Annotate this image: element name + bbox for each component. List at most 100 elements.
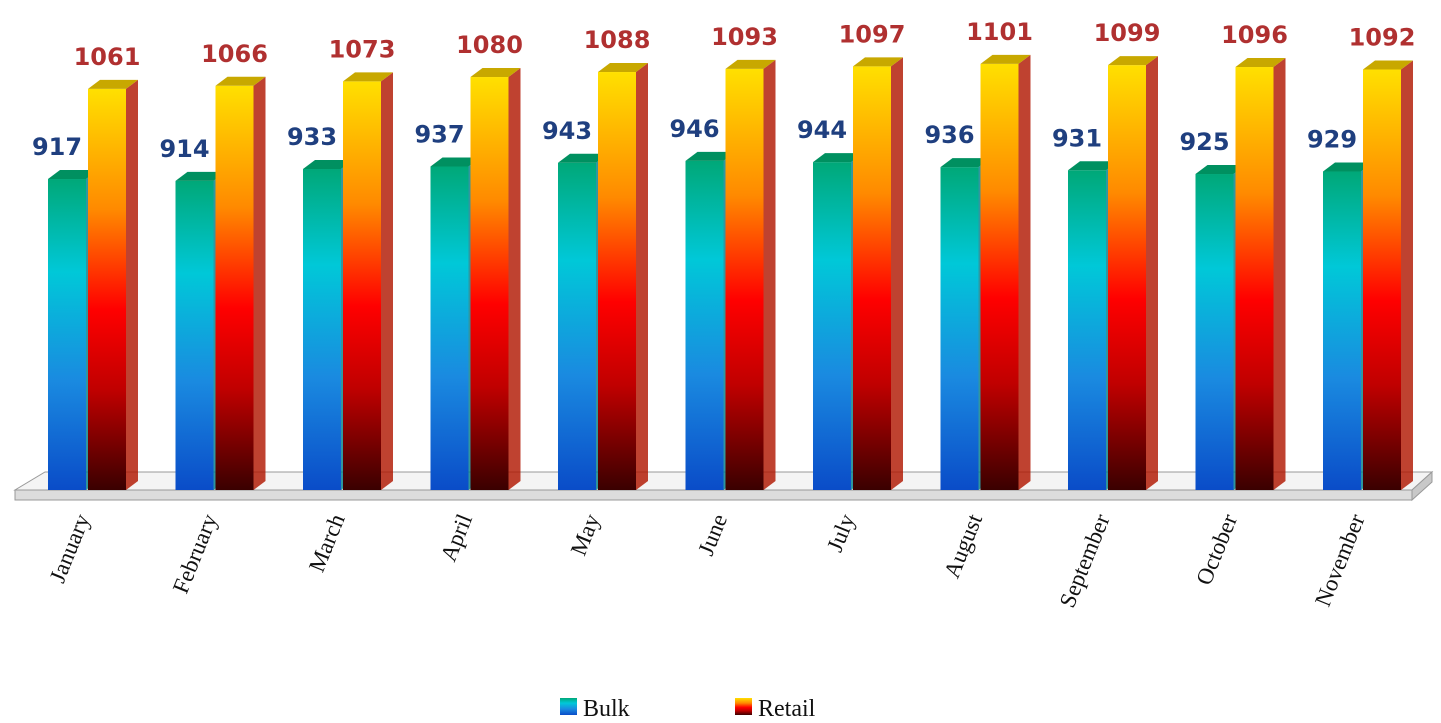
bar-top	[980, 54, 1031, 64]
value-label: 1061	[74, 43, 141, 71]
bar	[343, 81, 381, 490]
x-tick-label: November	[1310, 510, 1370, 610]
value-label: 917	[32, 133, 82, 161]
bar-side	[1146, 56, 1158, 490]
value-label: 936	[924, 121, 974, 149]
bar-top	[1363, 60, 1413, 70]
x-tick-label: February	[168, 510, 222, 597]
bar-side	[508, 68, 521, 491]
bar-side-shade	[891, 57, 903, 491]
bar-side-shade	[126, 79, 138, 490]
bar-top	[1195, 165, 1246, 175]
bar-side	[253, 76, 266, 490]
bar	[980, 63, 1019, 490]
x-tick-label: October	[1191, 510, 1242, 588]
x-tick-label: July	[822, 510, 860, 555]
value-label: 933	[287, 123, 337, 151]
bar-top	[88, 79, 138, 89]
x-tick-label: May	[566, 510, 605, 559]
value-label: 937	[414, 121, 464, 149]
bar-top	[48, 170, 98, 180]
bar-side-shade	[1273, 58, 1286, 490]
legend-label: Bulk	[583, 696, 630, 722]
bar-side-shade	[1401, 60, 1413, 491]
value-label: 929	[1307, 126, 1357, 154]
bar-side-shade	[1018, 54, 1031, 490]
bar	[853, 66, 891, 491]
bar	[1195, 174, 1234, 490]
value-label: 946	[669, 115, 719, 143]
bar-top	[685, 151, 736, 161]
value-label: 914	[159, 135, 209, 163]
value-label: 943	[542, 117, 592, 145]
x-tick-label: March	[304, 510, 350, 575]
bar	[685, 160, 724, 491]
bar	[48, 179, 86, 490]
value-label: 1099	[1094, 19, 1161, 47]
value-label: 944	[797, 116, 847, 144]
x-tick-label: August	[939, 510, 987, 582]
bar-top	[725, 59, 776, 69]
bar	[813, 162, 851, 490]
value-label: 1096	[1221, 21, 1288, 49]
bar-side	[381, 72, 393, 490]
bar-top	[470, 68, 521, 78]
bar-side	[1401, 60, 1413, 491]
bar	[598, 72, 636, 490]
legend-swatch	[560, 698, 577, 715]
bar-side-shade	[636, 63, 648, 490]
bar-top	[430, 157, 481, 167]
bar-side-shade	[381, 72, 393, 490]
value-label: 1093	[711, 23, 778, 51]
value-label: 1097	[839, 20, 906, 48]
bar-side-shade	[763, 59, 776, 490]
bar-top	[853, 57, 903, 67]
floor-side	[1411, 470, 1433, 502]
value-label: 1092	[1349, 24, 1416, 52]
bar-side	[891, 57, 903, 491]
bar-side-shade	[1146, 56, 1158, 490]
bar-top	[1108, 56, 1158, 66]
bar-top	[1323, 162, 1373, 172]
bar-side	[126, 79, 138, 490]
bar	[940, 167, 979, 491]
bar-top	[940, 158, 991, 168]
x-tick-label: January	[45, 510, 95, 586]
bar	[1323, 171, 1361, 491]
bar	[175, 180, 214, 490]
bar-side	[1273, 58, 1286, 490]
floor-front	[14, 489, 1413, 501]
value-label: 931	[1052, 124, 1102, 152]
value-label: 1080	[456, 31, 523, 59]
bar-top	[343, 72, 393, 82]
bar-side	[636, 63, 648, 490]
bar-top	[1068, 161, 1118, 171]
value-label: 1066	[201, 40, 268, 68]
bar	[1068, 170, 1106, 490]
legend-label: Retail	[758, 696, 816, 722]
bar-top	[215, 76, 266, 86]
bar	[215, 85, 254, 490]
bar	[558, 162, 596, 490]
x-tick-label: September	[1055, 510, 1115, 611]
x-tick-label: June	[693, 511, 732, 559]
bar	[1363, 69, 1401, 491]
bar-top	[303, 160, 353, 170]
bar-side-shade	[253, 76, 266, 490]
legend-swatch	[735, 698, 752, 715]
bar	[430, 166, 469, 490]
bar-top	[175, 171, 226, 181]
value-label: 1101	[966, 18, 1033, 46]
bar	[88, 88, 126, 490]
value-label: 1088	[584, 26, 651, 54]
bar-side	[1018, 54, 1031, 490]
bar	[1108, 65, 1146, 490]
value-label: 1073	[329, 35, 396, 63]
bar-top	[813, 153, 863, 163]
bar-top	[598, 63, 648, 73]
bar	[470, 77, 509, 491]
bar-top	[558, 153, 608, 163]
bar-top	[1235, 58, 1286, 68]
bar-side	[763, 59, 776, 490]
